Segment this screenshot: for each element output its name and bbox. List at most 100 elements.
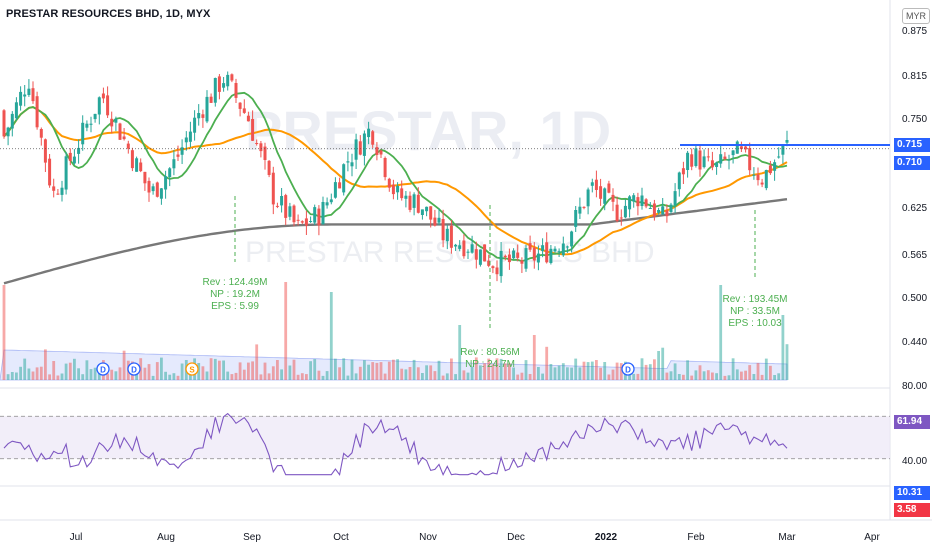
- candle-body: [342, 164, 346, 193]
- volume-bar: [155, 362, 159, 380]
- rsi-line: [3, 412, 788, 477]
- price-tag-last: 0.710: [894, 156, 930, 170]
- candle-body: [143, 171, 147, 184]
- candle-body: [677, 172, 681, 190]
- candle-body: [184, 137, 188, 143]
- earnings-annotation-line: NP : 24.7M: [465, 359, 515, 370]
- volume-bar: [752, 374, 756, 380]
- volume-bar: [499, 358, 503, 380]
- candle-body: [304, 218, 308, 226]
- candle-body: [499, 250, 503, 277]
- volume-bar: [545, 346, 549, 380]
- candle-body: [317, 208, 321, 226]
- volume-bar: [358, 366, 362, 380]
- volume-bar: [321, 375, 325, 380]
- candle-body: [752, 174, 756, 176]
- candle-body: [97, 97, 101, 115]
- candle-body: [661, 206, 665, 215]
- volume-bar: [201, 366, 205, 380]
- volume-bar: [292, 359, 296, 380]
- volume-bar: [756, 363, 760, 380]
- volume-bar: [516, 374, 520, 380]
- candle-body: [56, 193, 60, 195]
- candle-body: [760, 182, 764, 185]
- volume-bar: [118, 367, 122, 380]
- candle-body: [549, 248, 553, 263]
- volume-bar: [205, 371, 209, 380]
- candle-body: [2, 110, 6, 137]
- volume-bar: [85, 360, 89, 380]
- candle-body: [553, 248, 557, 252]
- volume-bar: [470, 366, 474, 380]
- candle-body: [338, 182, 342, 189]
- volume-bar: [421, 373, 424, 380]
- candle-body: [648, 208, 652, 209]
- candle-body: [259, 143, 263, 152]
- volume-bar: [342, 358, 346, 380]
- volume-bar: [396, 359, 399, 380]
- candle-body: [159, 188, 163, 199]
- volume-bar: [168, 374, 172, 380]
- candle-body: [89, 123, 93, 125]
- candle-body: [226, 74, 230, 87]
- volume-bar: [222, 360, 225, 380]
- volume-bar: [387, 361, 391, 380]
- volume-bar: [437, 360, 441, 380]
- volume-bar: [313, 359, 317, 380]
- volume-bar: [520, 372, 524, 380]
- candle-body: [458, 245, 462, 249]
- volume-bar: [462, 370, 466, 380]
- volume-bar: [512, 367, 515, 380]
- candle-body: [615, 204, 619, 221]
- candle-body: [52, 186, 56, 191]
- candle-body: [491, 266, 495, 269]
- currency-badge[interactable]: MYR: [902, 8, 930, 24]
- time-axis-tick: Apr: [864, 532, 880, 543]
- volume-bar: [255, 344, 259, 380]
- event-marker-badge: [96, 362, 110, 376]
- volume-bar: [719, 285, 723, 380]
- volume-bar: [657, 351, 660, 380]
- volume-bar: [60, 373, 64, 380]
- event-marker-badge: [127, 362, 141, 376]
- volume-bar: [599, 367, 602, 380]
- candle-body: [528, 243, 532, 250]
- earnings-annotation-line: NP : 19.2M: [210, 289, 260, 300]
- volume-bar: [114, 371, 118, 380]
- volume-bar: [508, 363, 511, 380]
- candle-body: [126, 143, 130, 149]
- volume-bar: [648, 364, 652, 380]
- volume-bar: [429, 365, 433, 380]
- candle-body: [429, 206, 433, 220]
- price-axis-tick: 0.750: [902, 114, 927, 125]
- volume-bar: [338, 367, 341, 380]
- candle-body: [425, 206, 429, 212]
- candle-body: [466, 251, 470, 253]
- price-axis-tick: 0.500: [902, 293, 927, 304]
- candle-body: [396, 185, 400, 193]
- volume-bar: [466, 372, 470, 380]
- candle-body: [727, 159, 731, 161]
- volume-bar: [777, 373, 781, 380]
- earnings-annotation-line: EPS : 10.03: [728, 318, 782, 329]
- volume-bar: [474, 357, 478, 380]
- time-axis-tick: Dec: [507, 532, 525, 543]
- candle-body: [238, 102, 242, 109]
- candle-body: [702, 156, 706, 168]
- volume-bar: [781, 315, 785, 380]
- volume-bar: [106, 373, 109, 380]
- volume-bar: [284, 282, 288, 380]
- candle-body: [85, 123, 89, 128]
- candle-body: [60, 187, 64, 195]
- volume-bar: [81, 374, 85, 380]
- candle-body: [665, 210, 669, 217]
- candle-body: [72, 156, 76, 164]
- time-axis-tick: Nov: [419, 532, 437, 543]
- candle-body: [673, 191, 677, 206]
- volume-bar: [450, 358, 453, 380]
- candle-body: [292, 205, 296, 223]
- volume-bar: [39, 366, 43, 380]
- candle-body: [31, 88, 35, 102]
- volume-bar: [6, 374, 10, 380]
